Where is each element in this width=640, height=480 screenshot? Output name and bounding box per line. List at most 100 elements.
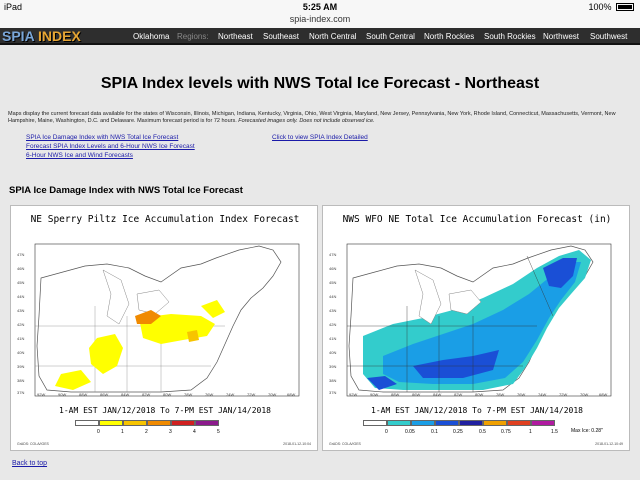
link-detailed[interactable]: Click to view SPIA Index Detailed: [272, 134, 368, 141]
nav-north-rockies[interactable]: North Rockies: [424, 32, 475, 41]
lon-label: 82W: [142, 392, 151, 397]
spia-map-title: NE Sperry Piltz Ice Accumulation Index F…: [30, 214, 300, 225]
nav-southwest[interactable]: Southwest: [590, 32, 628, 41]
nws-map-graphic: [346, 243, 612, 397]
legend-label: 0.05: [405, 429, 415, 435]
lat-label: 47N: [17, 252, 25, 257]
status-time: 5:25 AM: [302, 2, 338, 12]
map-nws-ice[interactable]: NWS WFO NE Total Ice Accumulation Foreca…: [322, 205, 630, 451]
lon-label: 70W: [268, 392, 277, 397]
max-ice-label: Max Ice: 0.28": [571, 428, 603, 434]
map-timestamp: 2018-01-12-10:49: [595, 442, 623, 446]
nav-north-central[interactable]: North Central: [309, 32, 357, 41]
lon-label: 68W: [287, 392, 296, 397]
logo-spia: SPIA: [2, 28, 35, 44]
legend-swatch: [195, 420, 219, 426]
legend-swatch: [531, 420, 555, 426]
link-wind-6hr[interactable]: 6-Hour NWS Ice and Wind Forecasts: [26, 152, 133, 159]
lat-label: 45N: [329, 280, 337, 285]
legend-swatch: [363, 420, 387, 426]
lat-label: 37N: [329, 390, 337, 395]
lon-label: 68W: [599, 392, 608, 397]
legend-label: 1.5: [551, 429, 558, 435]
lat-label: 47N: [329, 252, 337, 257]
lat-label: 39N: [329, 364, 337, 369]
lat-label: 41N: [17, 336, 25, 341]
spia-map-caption: 1-AM EST JAN/12/2018 To 7-PM EST JAN/14/…: [59, 406, 271, 415]
nav-oklahoma[interactable]: Oklahoma: [133, 32, 170, 41]
lon-label: 72W: [247, 392, 256, 397]
legend-label: 0: [97, 429, 100, 435]
legend-swatch: [171, 420, 195, 426]
site-logo[interactable]: SPIA INDEX: [2, 28, 81, 45]
map-spia-index[interactable]: NE Sperry Piltz Ice Accumulation Index F…: [10, 205, 318, 451]
nav-south-rockies[interactable]: South Rockies: [484, 32, 536, 41]
nav-regions-label: Regions:: [177, 32, 209, 41]
lon-label: 78W: [496, 392, 505, 397]
lon-label: 74W: [226, 392, 235, 397]
device-name: iPad: [4, 2, 23, 12]
nws-map-caption: 1-AM EST JAN/12/2018 To 7-PM EST JAN/14/…: [371, 406, 583, 415]
ice-area-0-25: [413, 350, 499, 378]
address-bar[interactable]: spia-index.com: [289, 14, 351, 24]
page-title: SPIA Index levels with NWS Total Ice For…: [100, 75, 540, 92]
legend-swatch: [435, 420, 459, 426]
lat-label: 42N: [329, 322, 337, 327]
index-area-level-1: [89, 334, 123, 374]
lake-huron-outline: [448, 289, 482, 315]
legend-label: 0: [385, 429, 388, 435]
lat-label: 43N: [17, 308, 25, 313]
index-area-level-2: [187, 330, 199, 342]
nav-northeast[interactable]: Northeast: [218, 32, 253, 41]
lon-label: 72W: [559, 392, 568, 397]
grads-credit: GrADS: COLA/IGES: [329, 442, 361, 446]
battery-icon: [616, 3, 634, 11]
legend-swatch: [507, 420, 531, 426]
state-line: [526, 255, 554, 317]
lon-label: 90W: [370, 392, 379, 397]
lon-label: 92W: [37, 392, 46, 397]
section-title: SPIA Ice Damage Index with NWS Total Ice…: [9, 185, 243, 196]
lat-label: 45N: [17, 280, 25, 285]
legend-swatch: [387, 420, 411, 426]
lat-label: 46N: [329, 266, 337, 271]
page-content: SPIA Index levels with NWS Total Ice For…: [4, 47, 636, 480]
page-description: Maps display the current forecast data a…: [8, 111, 632, 125]
lake-michigan-outline: [414, 269, 442, 325]
index-area-level-1: [55, 370, 91, 390]
lon-label: 84W: [433, 392, 442, 397]
logo-index: INDEX: [38, 28, 81, 44]
lat-label: 44N: [17, 294, 25, 299]
nav-southeast[interactable]: Southeast: [263, 32, 300, 41]
nws-map-title: NWS WFO NE Total Ice Accumulation Foreca…: [342, 214, 612, 225]
lon-label: 80W: [475, 392, 484, 397]
nav-south-central[interactable]: South Central: [366, 32, 415, 41]
lat-label: 41N: [329, 336, 337, 341]
lon-label: 76W: [517, 392, 526, 397]
legend-label: 2: [145, 429, 148, 435]
nav-northwest[interactable]: Northwest: [543, 32, 580, 41]
link-damage-index[interactable]: SPIA Ice Damage Index with NWS Total Ice…: [26, 134, 179, 141]
legend-label: 0.5: [479, 429, 486, 435]
ice-area-0-25: [367, 376, 397, 390]
lat-label: 42N: [17, 322, 25, 327]
description-text: Maps display the current forecast data a…: [8, 111, 616, 124]
lon-label: 86W: [100, 392, 109, 397]
link-levels-6hr[interactable]: Forecast SPIA Index Levels and 6-Hour NW…: [26, 143, 195, 150]
back-to-top-link[interactable]: Back to top: [12, 460, 48, 467]
legend-label: 0.1: [431, 429, 438, 435]
lon-label: 80W: [163, 392, 172, 397]
map-timestamp: 2018-01-12-10:04: [283, 442, 311, 446]
lat-label: 38N: [329, 378, 337, 383]
spia-map-graphic: [34, 243, 300, 397]
legend-label: 1: [121, 429, 124, 435]
lon-label: 84W: [121, 392, 130, 397]
lat-label: 43N: [329, 308, 337, 313]
lat-label: 46N: [17, 266, 25, 271]
lon-label: 74W: [538, 392, 547, 397]
lon-label: 90W: [58, 392, 67, 397]
lon-label: 88W: [79, 392, 88, 397]
lon-label: 86W: [412, 392, 421, 397]
lon-label: 70W: [580, 392, 589, 397]
index-area-level-3: [135, 310, 161, 324]
